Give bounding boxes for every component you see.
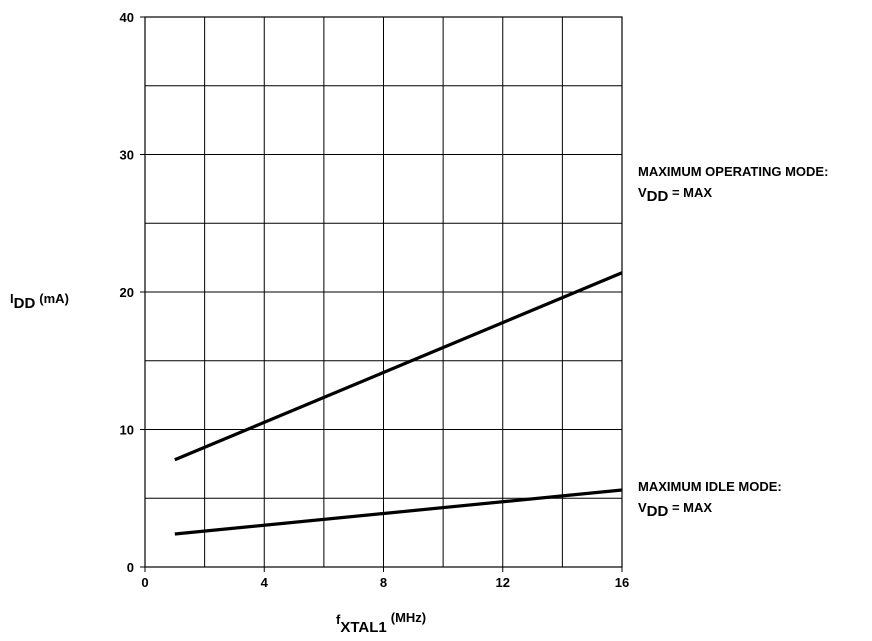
series-1-condition: VDD = MAX [638,500,712,520]
series-1-condition-sub: DD [647,503,669,520]
series-0-condition-sub: DD [647,188,669,205]
series-0-condition-main: V [638,185,647,200]
y-tick-label-1: 10 [120,423,134,438]
y-tick-labels: 0 10 20 30 40 [120,10,145,575]
y-axis-label-unit: (mA) [39,291,69,306]
y-tick-label-4: 40 [120,10,134,25]
x-axis-label-unit: (MHz) [391,610,426,625]
series-1-condition-main: V [638,500,647,515]
x-axis-label-main: f [336,612,341,627]
series-0-condition-rest: = MAX [668,185,712,200]
series-line-0 [174,271,623,462]
x-tick-label-4: 16 [615,575,629,590]
series-0-condition: VDD = MAX [638,185,712,205]
x-axis-label: fXTAL1 (MHz) [336,610,426,636]
series-1-name: MAXIMUM IDLE MODE: [638,479,782,494]
y-axis-label: IDD (mA) [10,291,69,312]
x-tick-labels: 0 4 8 12 16 [141,567,629,590]
series-lines [174,271,623,536]
y-axis-label-main: I [10,291,14,306]
series-1-condition-rest: = MAX [668,500,712,515]
x-axis-label-sub: XTAL1 [340,619,386,636]
x-tick-label-3: 12 [496,575,510,590]
series-0-name: MAXIMUM OPERATING MODE: [638,164,828,179]
y-axis-label-sub: DD [14,295,36,312]
x-tick-label-0: 0 [141,575,148,590]
y-tick-label-0: 0 [127,560,134,575]
y-tick-label-2: 20 [120,285,134,300]
x-tick-label-2: 8 [380,575,387,590]
series-line-1 [174,488,623,536]
y-tick-label-3: 30 [120,148,134,163]
grid [145,17,622,567]
x-tick-label-1: 4 [261,575,269,590]
